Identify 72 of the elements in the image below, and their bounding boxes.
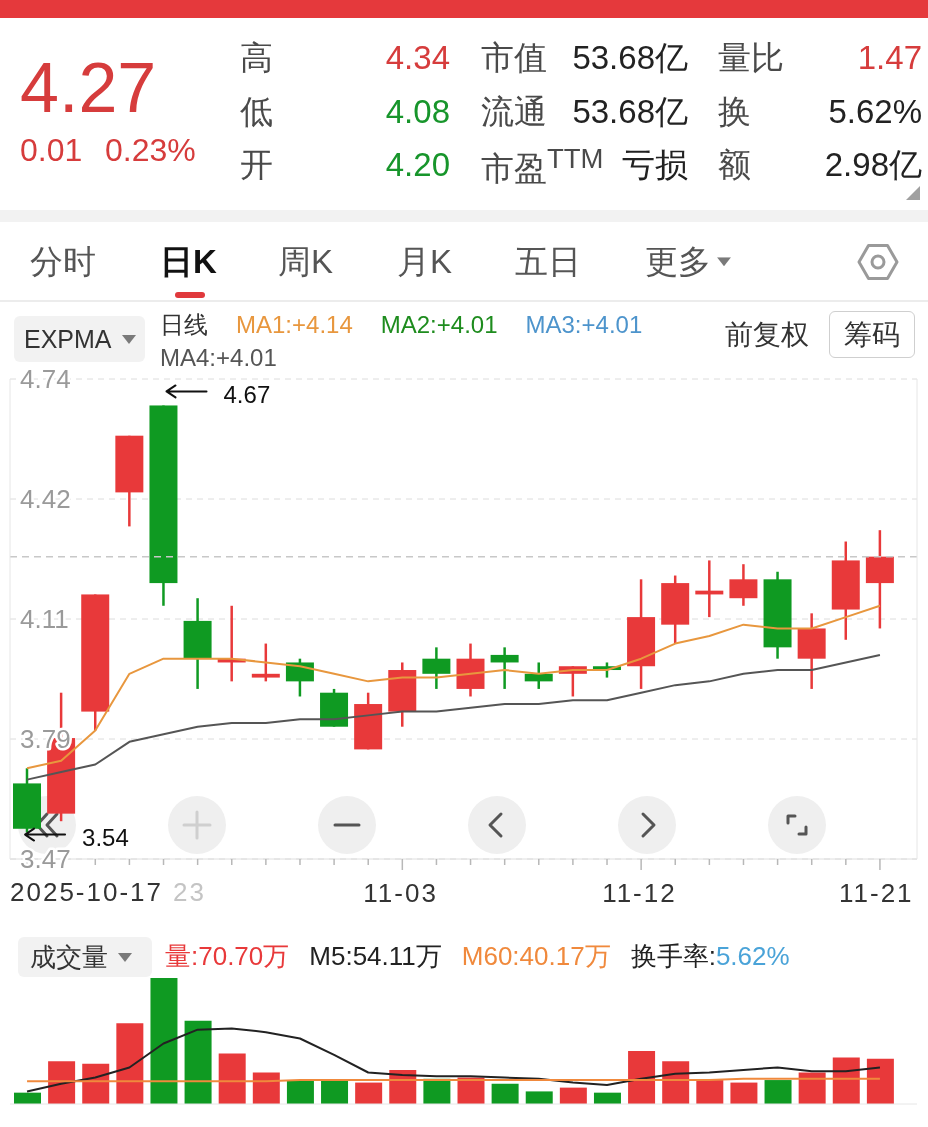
bar bbox=[866, 1058, 894, 1104]
annotation: 3.54 bbox=[82, 824, 129, 852]
annotation: 4.67 bbox=[223, 380, 271, 408]
candlestick bbox=[490, 646, 519, 691]
text: M5:54.11万 bbox=[309, 941, 442, 973]
text: 低 bbox=[240, 93, 273, 131]
text: 流通 bbox=[481, 93, 547, 131]
text: 五日 bbox=[515, 242, 581, 282]
bar bbox=[764, 1080, 792, 1104]
dropdown-box: EXPMA bbox=[14, 316, 145, 362]
bar bbox=[355, 1082, 383, 1104]
text: MA1:+4.14 bbox=[236, 310, 353, 340]
text: 0.23% bbox=[105, 131, 196, 168]
bar bbox=[696, 1080, 724, 1104]
candlestick bbox=[251, 642, 280, 683]
text: 市盈$^{TTM}$ bbox=[481, 142, 604, 187]
y-tick-label: 4.11 bbox=[20, 604, 69, 634]
bar bbox=[286, 1080, 314, 1104]
text: 换手率:5.62% bbox=[630, 941, 790, 972]
text: 分时 bbox=[30, 242, 96, 282]
text: 周K bbox=[278, 242, 334, 282]
text: 53.68亿 bbox=[572, 93, 688, 131]
text: 量比 bbox=[718, 39, 784, 77]
text: 4.20 bbox=[385, 146, 450, 184]
button-frame: 筹码 bbox=[829, 311, 915, 358]
text: 23 bbox=[173, 877, 206, 909]
text: 2.98亿 bbox=[824, 146, 922, 184]
x-tick-label: 11-03 bbox=[363, 878, 438, 908]
text: 2025-10-17 bbox=[10, 877, 163, 909]
text: 额 bbox=[718, 146, 751, 184]
text: 亏损 bbox=[622, 146, 688, 184]
text: 4.27 bbox=[20, 49, 157, 127]
bar bbox=[491, 1083, 519, 1104]
text: 日K bbox=[160, 242, 217, 282]
text: 1.47 bbox=[857, 39, 922, 77]
text: 换 bbox=[718, 93, 751, 131]
text: 53.68亿 bbox=[572, 39, 688, 77]
legend-label: MA3:+4.01 bbox=[525, 310, 643, 340]
bar bbox=[559, 1087, 587, 1104]
x-tick-label: 11-21 bbox=[839, 878, 914, 908]
x-tick-label: 11-12 bbox=[602, 878, 677, 908]
bar bbox=[628, 1051, 656, 1104]
chart-title: EXPMA bbox=[24, 324, 112, 354]
text: 开 bbox=[240, 146, 273, 184]
text: 5.62% bbox=[828, 93, 922, 131]
bar bbox=[116, 1023, 144, 1104]
text: M60:40.17万 bbox=[461, 941, 611, 973]
text: 4.08 bbox=[385, 93, 450, 131]
y-tick-label: 3.47 bbox=[20, 844, 71, 874]
bar bbox=[218, 1053, 246, 1104]
legend-label: MA2:+4.01 bbox=[380, 310, 498, 340]
series-label: 量:70.70万 bbox=[165, 941, 290, 973]
y-tick-label: 4.74 bbox=[20, 364, 71, 394]
chart-title: 成交量 bbox=[30, 940, 108, 974]
y-tick-label: 4.42 bbox=[20, 484, 71, 514]
bar bbox=[730, 1082, 758, 1104]
bar bbox=[832, 1057, 860, 1104]
text: 0.01 bbox=[20, 131, 83, 168]
text: 月K bbox=[397, 242, 453, 282]
text: 前复权 bbox=[725, 317, 809, 352]
candlestick bbox=[524, 661, 553, 691]
text: 市值 bbox=[481, 39, 547, 77]
text: 4.34 bbox=[385, 39, 450, 77]
text: 高 bbox=[240, 39, 273, 77]
dropdown-box: 成交量 bbox=[18, 937, 152, 977]
bar bbox=[184, 1020, 212, 1104]
bar bbox=[525, 1091, 553, 1104]
text: 更多 bbox=[645, 242, 711, 282]
legend-title: 日线 bbox=[160, 310, 208, 340]
text: MA4:+4.01 bbox=[160, 343, 277, 373]
bar bbox=[321, 1080, 349, 1104]
bar bbox=[150, 978, 178, 1104]
